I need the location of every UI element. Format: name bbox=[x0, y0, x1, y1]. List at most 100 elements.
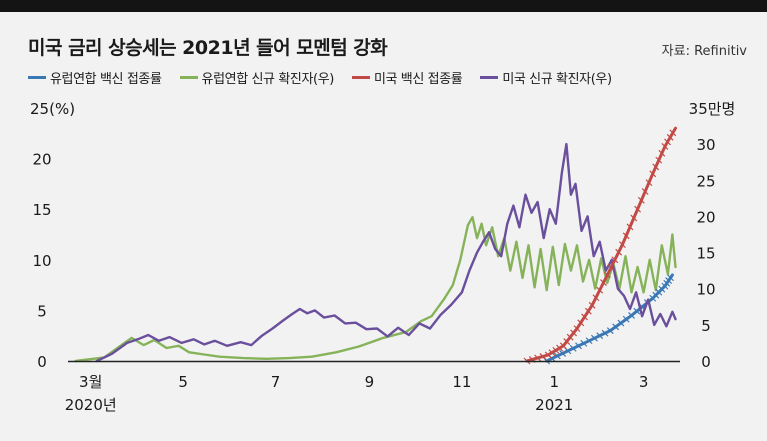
legend-item-us-vax: 미국 백신 접종률 bbox=[351, 68, 463, 87]
y-left-tick-label: 15 bbox=[32, 201, 51, 219]
legend-item-eu-vax: 유럽연합 백신 접종률 bbox=[28, 68, 162, 87]
series-marker bbox=[534, 354, 542, 362]
series-line-us-cases bbox=[95, 142, 677, 363]
series-marker bbox=[553, 352, 561, 360]
series-marker bbox=[617, 319, 625, 327]
x-tick-sublabel: 2021 bbox=[535, 396, 573, 414]
series-marker bbox=[596, 286, 604, 294]
legend-label: 유럽연합 신규 확진자(우) bbox=[201, 71, 335, 87]
series-marker bbox=[539, 353, 547, 360]
series-marker bbox=[607, 263, 615, 271]
axis-tick-labels: 0 5 10 15 20 25(%) 0 5 10 15 20 25 30 35만명 3월 2020년 5 7 9 1… bbox=[30, 100, 735, 414]
series-marker bbox=[570, 329, 578, 337]
series-marker bbox=[645, 179, 653, 187]
series-marker bbox=[658, 285, 666, 293]
series-marker bbox=[649, 170, 657, 178]
series-marker bbox=[600, 279, 607, 286]
source-note: 자료: Refinitiv bbox=[661, 44, 747, 59]
x-tick-label: 11 bbox=[452, 373, 471, 391]
series-marker bbox=[548, 349, 556, 357]
series-marker bbox=[622, 315, 630, 323]
y-left-tick-label: 5 bbox=[37, 302, 47, 320]
series-marker bbox=[596, 332, 604, 340]
series-marker bbox=[585, 337, 593, 345]
series-marker bbox=[588, 301, 596, 309]
series-marker bbox=[563, 338, 571, 345]
series-marker bbox=[569, 344, 577, 352]
series-marker bbox=[556, 344, 563, 352]
series-marker bbox=[612, 323, 620, 331]
series-marker bbox=[641, 188, 649, 195]
legend-item-us-cases: 미국 신규 확진자(우) bbox=[480, 68, 612, 87]
series-marker bbox=[655, 156, 663, 164]
series-marker bbox=[611, 256, 619, 264]
legend-label: 미국 신규 확진자(우) bbox=[502, 71, 612, 87]
series-marker bbox=[584, 307, 592, 315]
x-tick-label: 9 bbox=[365, 373, 375, 391]
y-right-unit-label: 35만명 bbox=[689, 100, 736, 118]
x-tick-label: 1 bbox=[549, 373, 559, 391]
series-marker bbox=[544, 351, 552, 359]
series-marker bbox=[669, 129, 677, 137]
x-tick-label: 3월 bbox=[79, 373, 102, 391]
legend-swatch-eu-vax bbox=[28, 75, 46, 79]
y-left-unit-label: 25(%) bbox=[30, 100, 75, 118]
series-marker bbox=[665, 277, 673, 284]
series-marker bbox=[566, 333, 574, 341]
series-marker bbox=[603, 271, 611, 279]
y-right-tick-label: 20 bbox=[696, 208, 715, 226]
y-right-tick-label: 0 bbox=[701, 353, 711, 371]
series-marker bbox=[590, 334, 598, 342]
series-marker bbox=[552, 346, 560, 354]
series-marker bbox=[661, 143, 669, 150]
series-marker bbox=[664, 138, 671, 146]
x-tick-sublabel: 2020년 bbox=[65, 396, 117, 414]
y-right-tick-label: 5 bbox=[701, 317, 711, 335]
x-tick-label: 7 bbox=[271, 373, 281, 391]
series-marker bbox=[559, 342, 567, 350]
series-marker bbox=[626, 223, 634, 231]
legend-swatch-us-cases bbox=[480, 75, 499, 79]
y-right-tick-label: 25 bbox=[696, 172, 715, 190]
series-marker bbox=[575, 342, 582, 350]
series-marker bbox=[619, 241, 626, 249]
series-marker bbox=[577, 319, 585, 327]
y-right-tick-label: 10 bbox=[696, 281, 715, 299]
top-bar bbox=[0, 0, 767, 12]
legend-label: 미국 백신 접종률 bbox=[373, 71, 463, 87]
series-marker bbox=[652, 163, 660, 171]
series-marker bbox=[606, 327, 614, 335]
legend-label: 유럽연합 백신 접종률 bbox=[50, 71, 162, 87]
series-marker bbox=[655, 288, 663, 296]
legend-swatch-eu-cases bbox=[179, 75, 198, 79]
series-marker bbox=[559, 349, 567, 357]
series-marker bbox=[581, 313, 588, 321]
x-tick-label: 3 bbox=[639, 373, 649, 391]
series-marker bbox=[592, 294, 600, 302]
y-left-tick-label: 0 bbox=[37, 353, 47, 371]
series-marker bbox=[615, 248, 623, 256]
series-marker bbox=[628, 312, 635, 319]
series-marker bbox=[630, 214, 638, 222]
series-marker bbox=[666, 133, 674, 141]
series-marker bbox=[652, 291, 660, 299]
y-right-tick-label: 15 bbox=[696, 245, 715, 263]
series-marker bbox=[573, 325, 581, 333]
series-marker bbox=[601, 329, 609, 337]
series-marker bbox=[658, 149, 666, 157]
series-marker bbox=[580, 339, 588, 347]
legend: 유럽연합 백신 접종률 유럽연합 신규 확진자(우) 미국 백신 접종률 미국 … bbox=[28, 67, 630, 87]
chart-title: 미국 금리 상승세는 2021년 들어 모멘텀 강화 bbox=[28, 37, 388, 59]
series-marker bbox=[622, 232, 630, 240]
series-marker bbox=[637, 196, 645, 204]
legend-item-eu-cases: 유럽연합 신규 확진자(우) bbox=[179, 68, 335, 87]
series-marker bbox=[661, 282, 669, 290]
x-tick-label: 5 bbox=[178, 373, 188, 391]
y-right-tick-label: 30 bbox=[696, 136, 715, 154]
y-left-tick-label: 10 bbox=[32, 252, 51, 270]
series-marker bbox=[663, 279, 671, 287]
series-marker bbox=[634, 205, 642, 213]
y-left-tick-label: 20 bbox=[32, 151, 51, 169]
series-marker bbox=[667, 274, 674, 282]
